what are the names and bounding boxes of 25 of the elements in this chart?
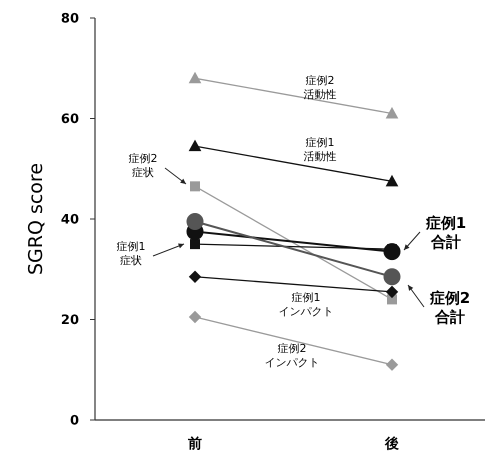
text: 症例1 症状 bbox=[116, 240, 146, 267]
series-label: 症例2 インパクト bbox=[264, 342, 320, 369]
y-tick-label: 0 bbox=[70, 414, 79, 429]
text: 症例2 症状 bbox=[128, 152, 158, 179]
text: 症例2 合計 bbox=[428, 289, 470, 326]
y-tick-label: 20 bbox=[60, 313, 79, 328]
point bbox=[384, 243, 400, 260]
x-tick-label: 前 bbox=[187, 436, 202, 452]
series-label: 症例2 活動性 bbox=[304, 74, 336, 101]
y-tick-label: 40 bbox=[60, 212, 79, 228]
y-tick-label: 60 bbox=[60, 112, 79, 128]
point bbox=[384, 268, 400, 286]
point bbox=[189, 310, 201, 323]
point bbox=[190, 239, 200, 250]
x-tick-label: 後 bbox=[384, 436, 399, 452]
series-label: 症例1 合計 bbox=[424, 214, 466, 251]
series-label: 症例1 インパクト bbox=[278, 291, 334, 318]
point bbox=[386, 286, 398, 298]
point bbox=[186, 213, 204, 230]
series-label: 症例1 活動性 bbox=[304, 136, 336, 163]
point bbox=[190, 181, 200, 192]
point bbox=[189, 270, 201, 283]
y-tick-label: 80 bbox=[60, 12, 79, 27]
y-axis-title: SGRQ score bbox=[25, 162, 47, 276]
point bbox=[386, 358, 398, 371]
